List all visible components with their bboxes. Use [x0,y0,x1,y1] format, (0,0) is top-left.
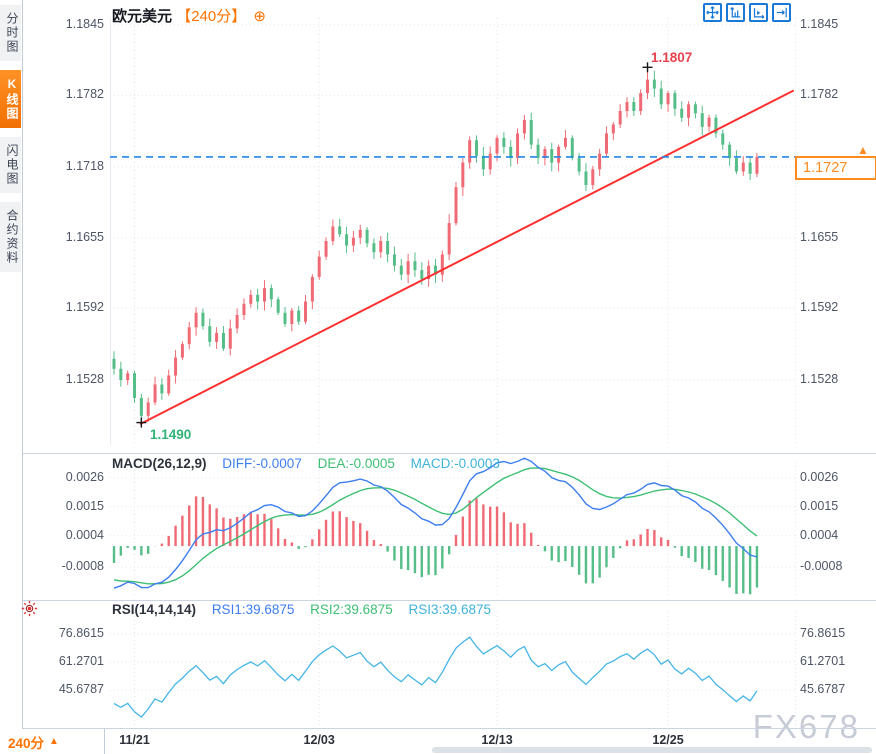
symbol-title: 欧元美元 [112,8,173,25]
sidebar-item-lightning-chart[interactable]: 闪电图 [0,137,21,193]
sidebar-item-contract-info[interactable]: 合约资料 [0,202,21,272]
price-axis-label: 1.1592 [65,300,104,315]
fit-vertical-scale-icon[interactable] [726,3,745,22]
rsi-axis-label: 45.6787 [800,682,846,697]
fit-horizontal-scale-icon[interactable] [749,3,768,22]
rsi-panel-header: RSI(14,14,14) RSI1:39.6875 RSI2:39.6875 … [112,602,491,617]
price-axis-label: 1.1655 [65,229,104,244]
rsi-plot-area[interactable] [110,612,795,726]
price-axis-label: 1.1528 [800,371,839,386]
macd-axis-label: 0.0026 [65,469,104,484]
price-axis-label: 1.1845 [65,16,104,31]
period-selector[interactable]: 240分 ▲ [0,729,105,754]
chart-toolbar [703,3,791,22]
rsi-title: RSI(14,14,14) [112,602,197,617]
rsi-axis-label: 45.6787 [58,682,104,697]
jump-to-latest-icon[interactable] [772,3,791,22]
macd-axis-label: 0.0004 [65,527,104,542]
low-price-annotation: 1.1490 [150,427,192,442]
price-axis-label: 1.1845 [800,16,839,31]
macd-dea-value: DEA:-0.0005 [317,456,395,471]
indicator-alert-icon[interactable] [21,600,39,618]
x-axis-date-label: 12/13 [481,733,513,747]
price-axis-label: 1.1655 [800,229,839,244]
current-price-tag: 1.1727 [795,156,876,180]
rsi-axis-label: 76.8615 [800,625,846,640]
macd-title: MACD(26,12,9) [112,456,207,471]
x-axis-date-label: 12/25 [652,733,684,747]
sidebar-item-time-chart[interactable]: 分时图 [0,5,21,61]
macd-axis-label: 0.0015 [65,498,104,513]
macd-axis-label: 0.0026 [800,469,839,484]
macd-diff-value: DIFF:-0.0007 [222,456,302,471]
period-badge[interactable]: 【240分】 [176,8,247,25]
macd-panel-header: MACD(26,12,9) DIFF:-0.0007 DEA:-0.0005 M… [112,456,500,471]
price-axis-label: 1.1528 [65,371,104,386]
macd-axis-label: -0.0008 [61,559,104,574]
period-selector-arrow-icon: ▲ [49,736,59,747]
macd-axis-label: 0.0004 [800,527,839,542]
x-axis-date-label: 11/21 [119,733,150,747]
price-direction-arrow: ▲ [857,143,869,157]
macd-plot-area[interactable] [110,462,795,596]
macd-axis-label: -0.0008 [800,559,843,574]
rsi3-value: RSI3:39.6875 [408,602,492,617]
macd-macd-value: MACD:-0.0003 [410,456,500,471]
period-selector-label: 240分 [8,735,45,751]
macd-axis-label: 0.0015 [800,498,839,513]
sidebar: 分时图 K线图 闪电图 合约资料 [0,0,23,754]
price-axis-label: 1.1592 [800,300,839,315]
price-plot-area[interactable] [110,18,795,445]
watermark: FX678 [752,708,860,745]
rsi-axis-label: 61.2701 [800,654,846,669]
rsi1-value: RSI1:39.6875 [211,602,295,617]
high-price-annotation: 1.1807 [651,50,693,65]
crosshair-move-icon[interactable] [703,3,722,22]
sidebar-item-kline-chart[interactable]: K线图 [0,70,21,128]
price-axis-label: 1.1718 [65,159,104,174]
rsi-axis-label: 76.8615 [58,625,104,640]
add-indicator-icon[interactable]: ⊕ [253,8,266,25]
x-axis-date-label: 12/03 [303,733,335,747]
rsi2-value: RSI2:39.6875 [310,602,393,617]
price-axis-label: 1.1782 [800,87,839,102]
price-axis-label: 1.1782 [65,87,104,102]
horizontal-scrollbar[interactable] [432,747,872,753]
chart-header: 欧元美元 【240分】 ⊕ [112,5,266,26]
rsi-axis-label: 61.2701 [58,654,104,669]
